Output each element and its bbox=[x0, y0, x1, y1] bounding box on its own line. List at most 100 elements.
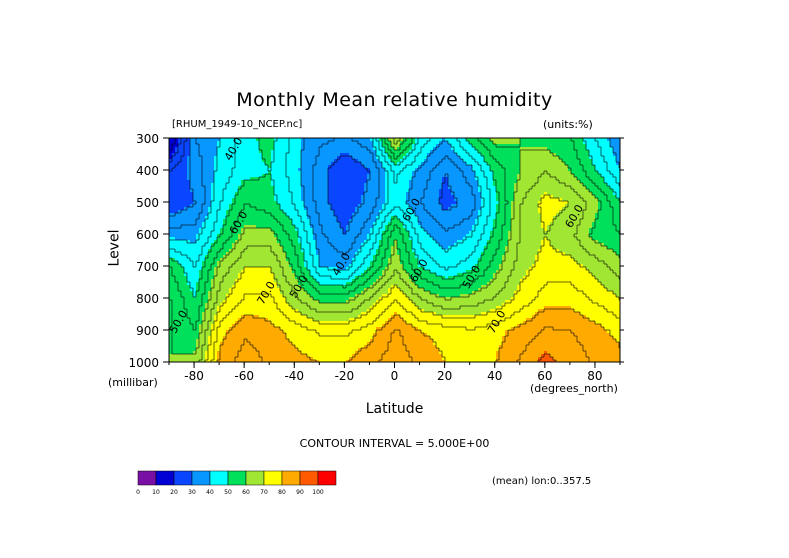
humidity-cell bbox=[331, 195, 335, 199]
humidity-cell bbox=[331, 183, 335, 187]
humidity-cell bbox=[295, 294, 299, 298]
humidity-cell bbox=[247, 264, 251, 268]
humidity-cell bbox=[310, 291, 314, 295]
humidity-cell bbox=[322, 306, 326, 310]
humidity-cell bbox=[334, 204, 338, 208]
humidity-cell bbox=[226, 279, 230, 283]
humidity-cell bbox=[208, 294, 212, 298]
humidity-cell bbox=[247, 228, 251, 232]
humidity-cell bbox=[340, 213, 344, 217]
humidity-cell bbox=[205, 282, 209, 286]
humidity-cell bbox=[280, 225, 284, 229]
humidity-cell bbox=[211, 306, 215, 310]
humidity-cell bbox=[205, 351, 209, 355]
humidity-cell bbox=[205, 249, 209, 253]
humidity-cell bbox=[289, 312, 293, 316]
humidity-cell bbox=[187, 222, 191, 226]
humidity-cell bbox=[235, 318, 239, 322]
humidity-cell bbox=[232, 153, 236, 157]
humidity-cell bbox=[232, 147, 236, 151]
humidity-cell bbox=[265, 150, 269, 154]
humidity-cell bbox=[265, 339, 269, 343]
humidity-cell bbox=[241, 150, 245, 154]
humidity-cell bbox=[208, 141, 212, 145]
humidity-cell bbox=[193, 258, 197, 262]
humidity-cell bbox=[292, 183, 296, 187]
humidity-cell bbox=[217, 249, 221, 253]
humidity-cell bbox=[286, 321, 290, 325]
humidity-cell bbox=[298, 138, 302, 142]
humidity-cell bbox=[199, 225, 203, 229]
humidity-cell bbox=[247, 354, 251, 358]
humidity-cell bbox=[193, 297, 197, 301]
humidity-cell bbox=[220, 189, 224, 193]
humidity-cell bbox=[184, 171, 188, 175]
humidity-cell bbox=[280, 267, 284, 271]
humidity-cell bbox=[226, 261, 230, 265]
humidity-cell bbox=[196, 192, 200, 196]
humidity-cell bbox=[292, 303, 296, 307]
humidity-cell bbox=[247, 261, 251, 265]
humidity-cell bbox=[268, 234, 272, 238]
humidity-cell bbox=[277, 147, 281, 151]
humidity-cell bbox=[181, 255, 185, 259]
humidity-cell bbox=[298, 228, 302, 232]
humidity-cell bbox=[196, 279, 200, 283]
humidity-cell bbox=[283, 327, 287, 331]
humidity-cell bbox=[181, 216, 185, 220]
humidity-cell bbox=[328, 174, 332, 178]
humidity-cell bbox=[298, 234, 302, 238]
humidity-cell bbox=[202, 147, 206, 151]
humidity-cell bbox=[190, 213, 194, 217]
humidity-cell bbox=[277, 348, 281, 352]
humidity-cell bbox=[244, 150, 248, 154]
humidity-cell bbox=[169, 156, 173, 160]
humidity-cell bbox=[334, 288, 338, 292]
humidity-cell bbox=[193, 273, 197, 277]
humidity-cell bbox=[202, 228, 206, 232]
humidity-cell bbox=[277, 201, 281, 205]
humidity-cell bbox=[307, 321, 311, 325]
humidity-cell bbox=[235, 156, 239, 160]
humidity-cell bbox=[304, 168, 308, 172]
humidity-cell bbox=[313, 192, 317, 196]
humidity-cell bbox=[232, 270, 236, 274]
humidity-cell bbox=[271, 198, 275, 202]
humidity-cell bbox=[262, 147, 266, 151]
humidity-cell bbox=[337, 177, 341, 181]
humidity-cell bbox=[283, 255, 287, 259]
humidity-cell bbox=[298, 165, 302, 169]
humidity-cell bbox=[184, 141, 188, 145]
humidity-cell bbox=[181, 327, 185, 331]
humidity-cell bbox=[217, 309, 221, 313]
humidity-cell bbox=[268, 216, 272, 220]
humidity-cell bbox=[271, 327, 275, 331]
humidity-cell bbox=[169, 207, 173, 211]
humidity-cell bbox=[259, 144, 263, 148]
humidity-cell bbox=[265, 234, 269, 238]
humidity-cell bbox=[259, 195, 263, 199]
humidity-cell bbox=[292, 252, 296, 256]
humidity-cell bbox=[292, 327, 296, 331]
humidity-cell bbox=[241, 162, 245, 166]
humidity-cell bbox=[298, 309, 302, 313]
humidity-cell bbox=[268, 147, 272, 151]
humidity-cell bbox=[313, 288, 317, 292]
humidity-cell bbox=[208, 333, 212, 337]
humidity-cell bbox=[259, 357, 263, 361]
humidity-cell bbox=[343, 156, 347, 160]
humidity-cell bbox=[169, 261, 173, 265]
humidity-cell bbox=[217, 144, 221, 148]
humidity-cell bbox=[292, 180, 296, 184]
humidity-cell bbox=[295, 300, 299, 304]
humidity-cell bbox=[217, 168, 221, 172]
humidity-cell bbox=[250, 198, 254, 202]
humidity-cell bbox=[271, 168, 275, 172]
humidity-cell bbox=[322, 180, 326, 184]
humidity-cell bbox=[169, 171, 173, 175]
humidity-cell bbox=[310, 207, 314, 211]
humidity-cell bbox=[304, 150, 308, 154]
humidity-cell bbox=[283, 207, 287, 211]
humidity-cell bbox=[331, 285, 335, 289]
humidity-cell bbox=[337, 243, 341, 247]
